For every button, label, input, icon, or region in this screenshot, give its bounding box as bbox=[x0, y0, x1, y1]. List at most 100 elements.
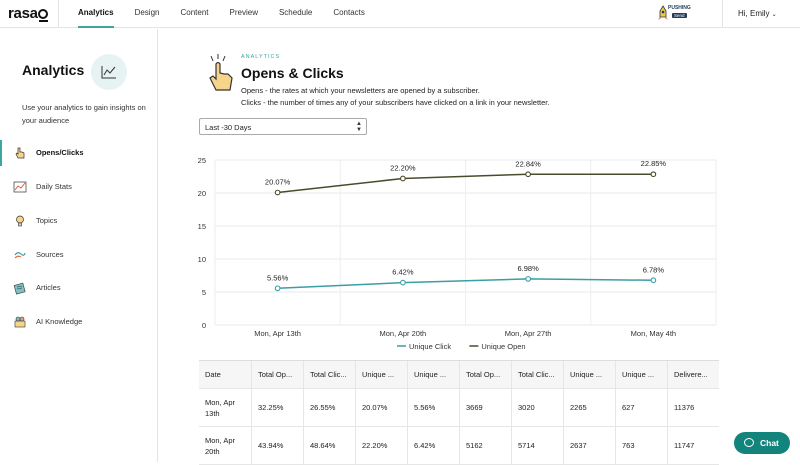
clicks-description: Clicks - the number of times any of your… bbox=[241, 98, 550, 107]
hand-pointer-icon bbox=[209, 54, 233, 91]
legend-label: Unique Click bbox=[409, 342, 451, 351]
sidebar-item-topics[interactable]: Topics bbox=[0, 211, 158, 231]
divider bbox=[722, 0, 723, 28]
data-point bbox=[525, 171, 531, 178]
stats-table: Date Total Op... Total Clic... Unique ... Un… bbox=[199, 360, 719, 465]
sidebar-title: Analytics bbox=[22, 62, 85, 78]
nav-content[interactable]: Content bbox=[180, 8, 209, 17]
analytics-chart-icon bbox=[91, 54, 127, 90]
data-point bbox=[400, 175, 406, 182]
sidebar-item-label: Daily Stats bbox=[36, 182, 72, 191]
select-arrows-icon: ▲ ▼ bbox=[356, 121, 362, 133]
sidebar-item-label: Opens/Clicks bbox=[36, 148, 84, 157]
sidebar-item-label: Sources bbox=[36, 250, 64, 259]
table-header-cell[interactable]: Total Op... bbox=[459, 361, 511, 388]
data-label: 22.85% bbox=[641, 159, 667, 168]
table-header-cell[interactable]: Total Op... bbox=[251, 361, 303, 388]
sidebar-item-label: Topics bbox=[36, 216, 58, 225]
table-cell: 627 bbox=[615, 389, 667, 426]
sidebar-item-label: Articles bbox=[36, 283, 61, 292]
x-tick-label: Mon, May 4th bbox=[631, 329, 676, 338]
table-header-cell[interactable]: Unique ... bbox=[355, 361, 407, 388]
x-tick-label: Mon, Apr 13th bbox=[254, 329, 301, 338]
user-menu[interactable]: Hi, Emily ⌄ bbox=[738, 9, 777, 18]
sidebar-item-ai-knowledge[interactable]: AI Knowledge bbox=[0, 312, 158, 332]
data-label: 6.78% bbox=[643, 265, 665, 274]
data-point bbox=[400, 279, 406, 286]
series-line bbox=[277, 173, 654, 194]
legend-label: Unique Open bbox=[481, 342, 525, 351]
table-cell: 3020 bbox=[511, 389, 563, 426]
data-label: 22.84% bbox=[515, 159, 541, 168]
data-label: 6.42% bbox=[392, 268, 414, 277]
table-cell: 11747 bbox=[667, 427, 719, 464]
badge-subtext: Send bbox=[672, 13, 687, 18]
sidebar-item-articles[interactable]: Articles bbox=[0, 278, 158, 298]
table-cell: 32.25% bbox=[251, 389, 303, 426]
chat-bubble-icon bbox=[744, 438, 754, 447]
table-cell: Mon, Apr 13th bbox=[205, 397, 236, 418]
y-tick-label: 10 bbox=[198, 255, 206, 264]
table-header-cell[interactable]: Date bbox=[205, 370, 221, 379]
table-header-cell[interactable]: Unique ... bbox=[407, 361, 459, 388]
table-cell: 43.94% bbox=[251, 427, 303, 464]
nav-preview[interactable]: Preview bbox=[229, 8, 258, 17]
table-header-cell[interactable]: Total Clic... bbox=[511, 361, 563, 388]
table-header-cell[interactable]: Unique ... bbox=[615, 361, 667, 388]
data-point bbox=[274, 189, 281, 196]
data-point bbox=[525, 276, 531, 282]
table-cell: 2637 bbox=[563, 427, 615, 464]
table-cell: 20.07% bbox=[355, 389, 407, 426]
y-tick-label: 15 bbox=[198, 222, 206, 231]
rasa-logo[interactable]: rasa bbox=[8, 5, 48, 22]
sidebar-item-sources[interactable]: Sources bbox=[0, 245, 158, 265]
sidebar-item-opens-clicks[interactable]: Opens/Clicks bbox=[0, 140, 158, 166]
table-header-cell[interactable]: Delivere... bbox=[667, 361, 719, 388]
date-range-select[interactable]: Last -30 Days ▲ ▼ bbox=[199, 118, 367, 135]
articles-icon bbox=[13, 282, 26, 295]
y-tick-label: 25 bbox=[198, 156, 206, 165]
divider bbox=[58, 0, 59, 28]
table-row: Mon, Apr 13th 32.25% 26.55% 20.07% 5.56% 3669… bbox=[199, 389, 719, 427]
x-tick-label: Mon, Apr 20th bbox=[380, 329, 427, 338]
table-cell: 5162 bbox=[459, 427, 511, 464]
sidebar-description: Use your analytics to gain insights on y… bbox=[22, 103, 146, 125]
main-content: ANALYTICS Opens & Clicks Opens - the rat… bbox=[159, 29, 800, 465]
x-tick-label: Mon, Apr 27th bbox=[505, 329, 552, 338]
table-header-cell[interactable]: Total Clic... bbox=[303, 361, 355, 388]
data-label: 6.98% bbox=[517, 264, 539, 273]
table-cell: 6.42% bbox=[407, 427, 459, 464]
table-row: Mon, Apr 20th 43.94% 48.64% 22.20% 6.42% 5162… bbox=[199, 427, 719, 465]
table-cell: 48.64% bbox=[303, 427, 355, 464]
y-tick-label: 5 bbox=[202, 288, 206, 297]
top-nav: Analytics Design Content Preview Schedul… bbox=[78, 0, 386, 28]
table-cell: 3669 bbox=[459, 389, 511, 426]
table-cell: Mon, Apr 20th bbox=[205, 435, 236, 456]
top-bar: rasa Analytics Design Content Preview Sc… bbox=[0, 0, 800, 28]
series-line bbox=[277, 278, 654, 290]
chevron-down-icon: ⌄ bbox=[771, 12, 777, 18]
data-label: 20.07% bbox=[265, 178, 291, 187]
nav-schedule[interactable]: Schedule bbox=[278, 8, 313, 17]
nav-design[interactable]: Design bbox=[134, 8, 160, 17]
data-point bbox=[274, 285, 281, 292]
nav-contacts[interactable]: Contacts bbox=[333, 8, 365, 17]
y-tick-label: 20 bbox=[198, 189, 206, 198]
table-header-cell[interactable]: Unique ... bbox=[563, 361, 615, 388]
chat-button[interactable]: Chat bbox=[734, 432, 790, 454]
section-kicker: ANALYTICS bbox=[241, 54, 281, 60]
table-cell: 22.20% bbox=[355, 427, 407, 464]
nav-analytics[interactable]: Analytics bbox=[78, 0, 114, 28]
table-cell: 26.55% bbox=[303, 389, 355, 426]
table-cell: 5.56% bbox=[407, 389, 459, 426]
ai-knowledge-icon bbox=[14, 316, 26, 328]
brand-badge[interactable]: PUSHING Send bbox=[657, 5, 695, 22]
rocket-icon bbox=[658, 5, 668, 20]
table-cell: 11376 bbox=[667, 389, 719, 426]
logo-mark-icon bbox=[37, 9, 48, 22]
sidebar-item-daily-stats[interactable]: Daily Stats bbox=[0, 177, 158, 197]
daily-stats-icon bbox=[13, 181, 27, 193]
y-tick-label: 0 bbox=[202, 321, 206, 330]
table-cell: 2265 bbox=[563, 389, 615, 426]
data-label: 22.20% bbox=[390, 163, 416, 172]
